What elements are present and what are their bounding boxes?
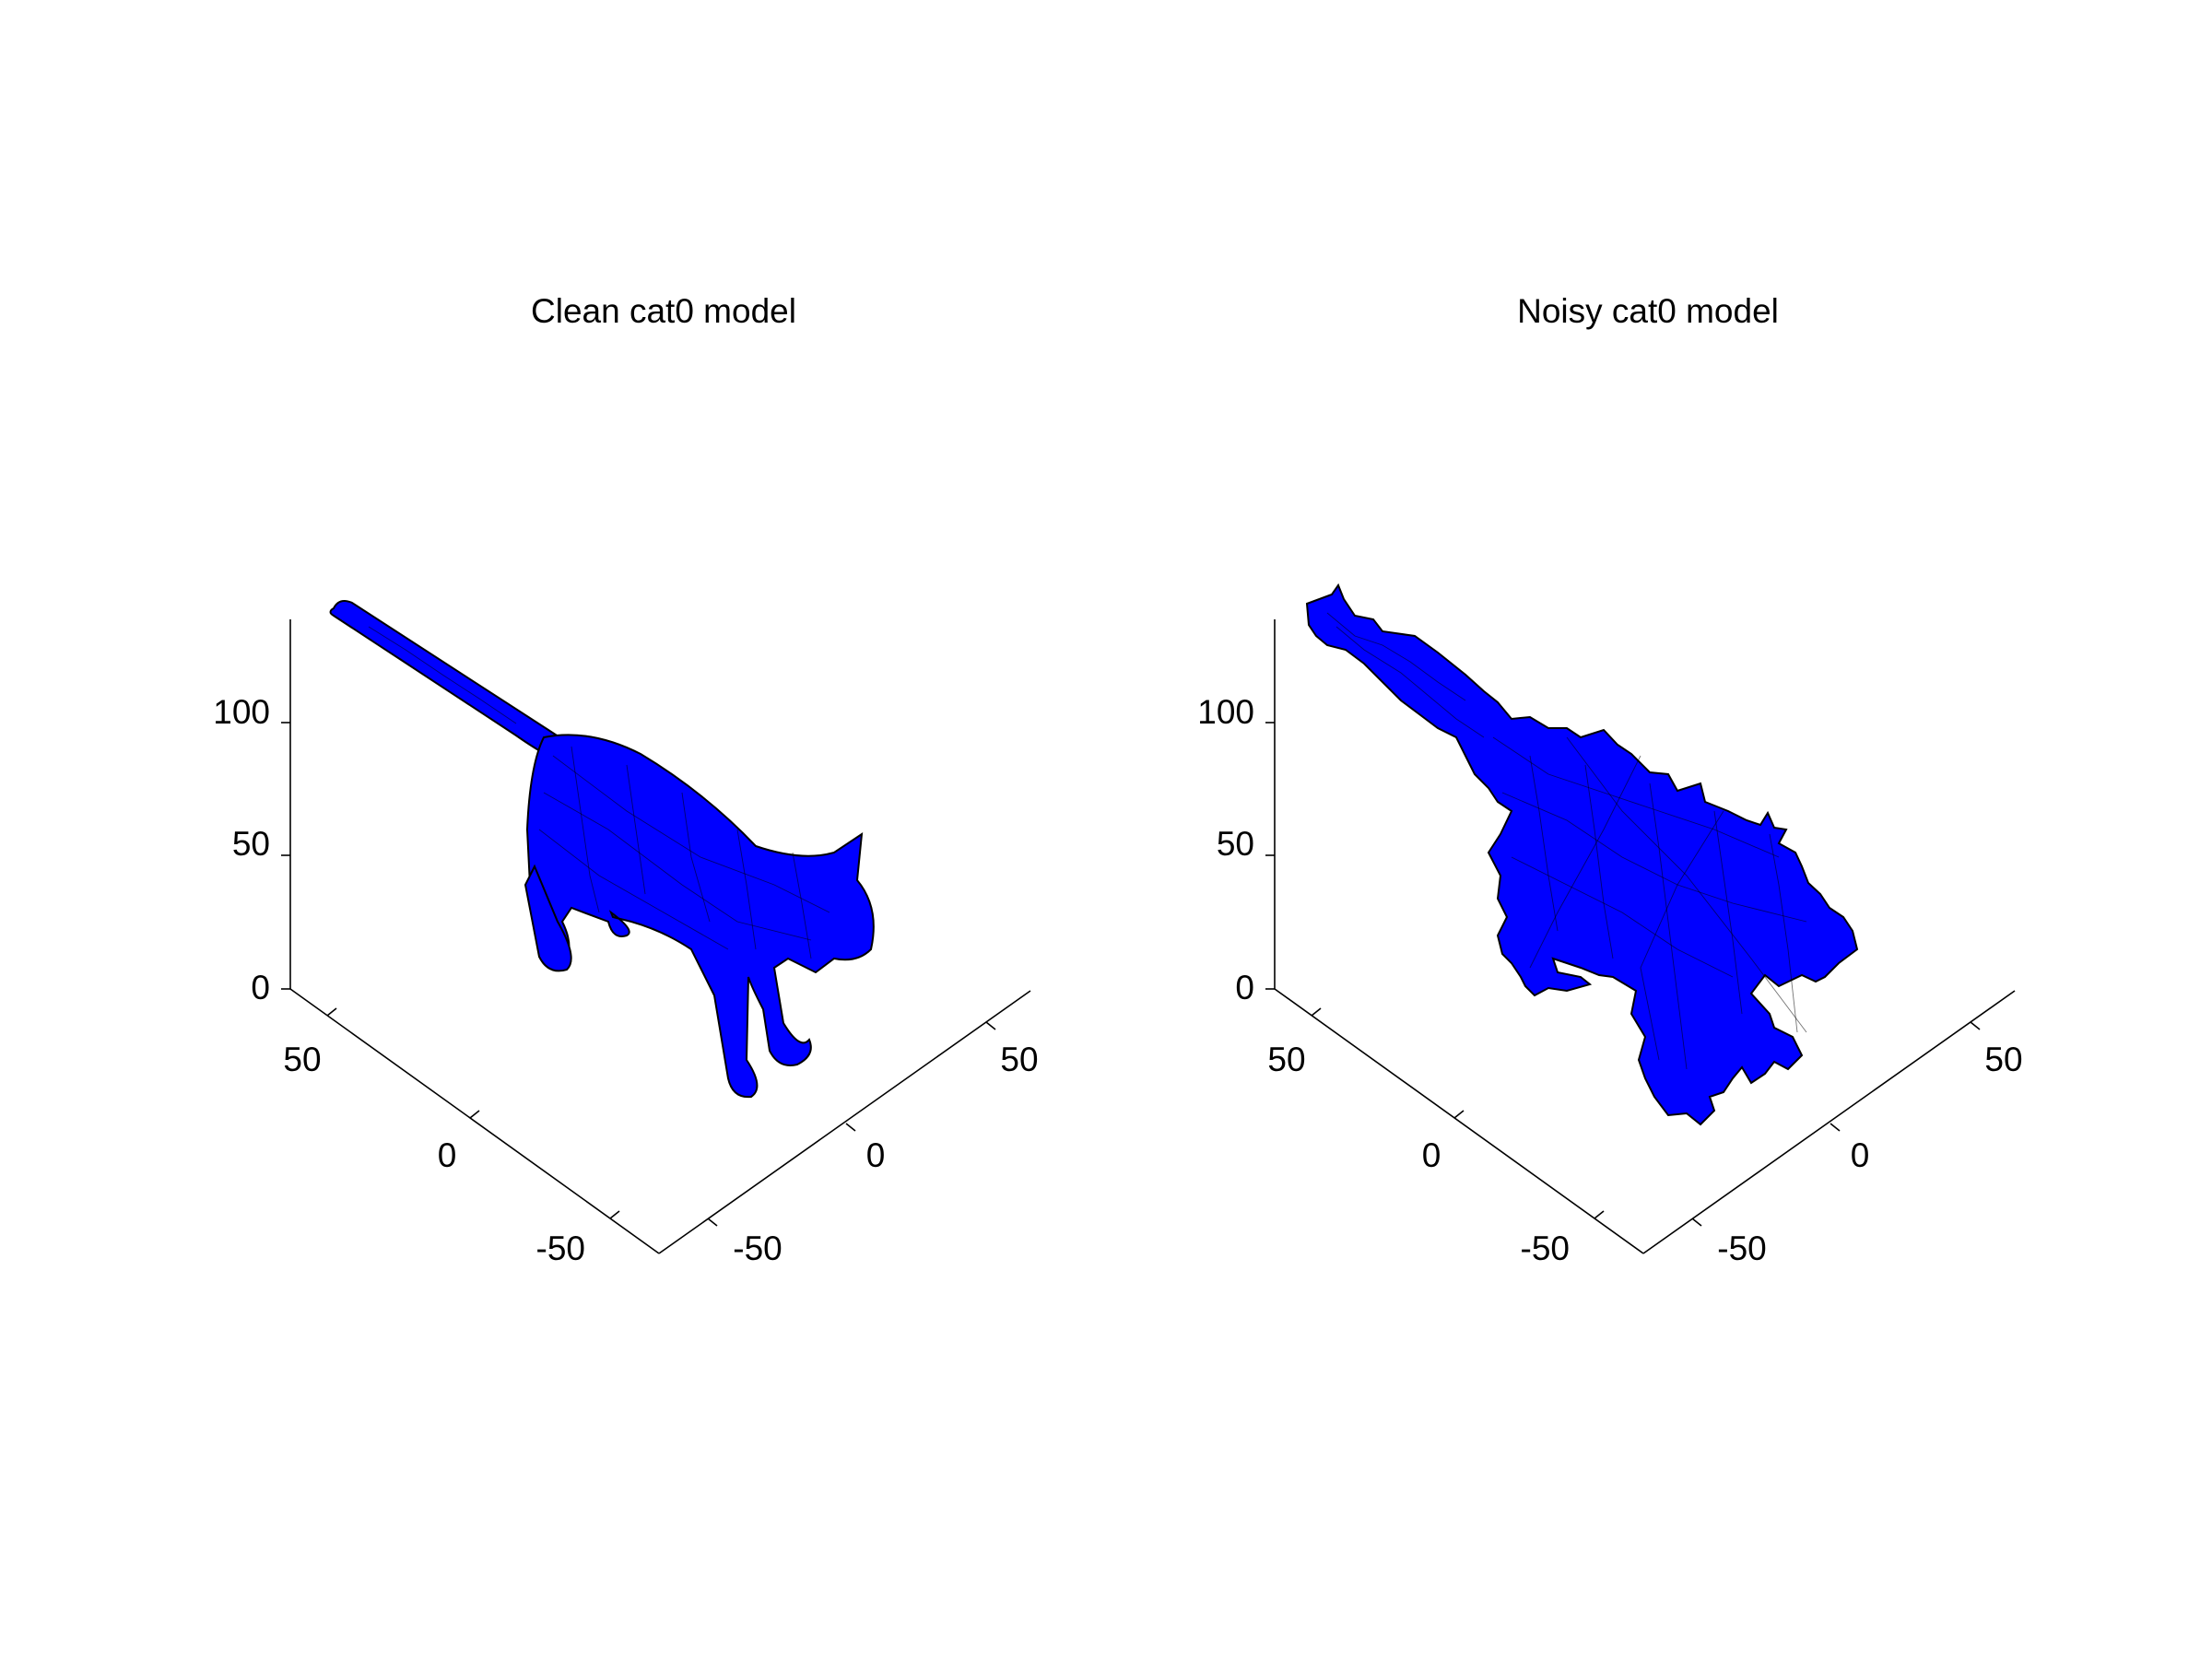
wire (1529, 755, 1641, 969)
x-tick (469, 1110, 480, 1119)
y-tick (985, 1021, 996, 1030)
x-tick (1311, 1007, 1322, 1017)
x-axis-line (289, 988, 660, 1254)
wire (1529, 755, 1559, 932)
wire (1584, 764, 1614, 959)
x-tick-label: 0 (1422, 1136, 1441, 1174)
x-axis-line (1274, 988, 1644, 1254)
x-tick-label: 50 (1267, 1041, 1305, 1078)
z-tick-label: 0 (251, 969, 270, 1006)
clean-tail (329, 600, 579, 758)
y-tick (1691, 1218, 1702, 1227)
wire (1566, 736, 1807, 1033)
z-ticks: 0 50 100 (1197, 693, 1275, 1006)
x-tick-label: 0 (438, 1136, 457, 1174)
wire (1713, 810, 1743, 1015)
wire (1326, 612, 1466, 701)
surface-noisy (1305, 582, 1859, 1126)
y-ticks: -50 0 50 (1691, 1021, 2023, 1267)
y-tick (845, 1123, 856, 1132)
wire (1649, 782, 1688, 1070)
z-tick-label: 0 (1235, 969, 1254, 1006)
x-tick-label: 50 (283, 1041, 321, 1078)
y-tick-label: 50 (1000, 1041, 1038, 1078)
x-tick-label: -50 (1521, 1230, 1570, 1267)
z-tick-label: 100 (213, 693, 270, 731)
x-ticks: -50 0 50 (283, 1007, 620, 1267)
panel-title: Clean cat0 model (531, 292, 796, 330)
y-axis-line (658, 990, 1031, 1254)
x-tick-label: -50 (536, 1230, 585, 1267)
y-tick-label: 50 (1984, 1041, 2022, 1078)
x-tick (1594, 1210, 1605, 1219)
y-tick-label: -50 (1717, 1230, 1766, 1267)
clean-front-leg (524, 864, 572, 972)
wire (1769, 833, 1798, 1033)
axes-box (1274, 619, 2016, 1254)
panel-clean: Clean cat0 model 0 50 100 -50 0 50 (213, 292, 1038, 1267)
y-tick-label: 0 (866, 1136, 886, 1174)
y-tick (1830, 1123, 1841, 1132)
wire (1335, 626, 1485, 738)
y-tick-label: -50 (733, 1230, 782, 1267)
panel-noisy: Noisy cat0 model 0 50 100 -50 0 50 (1197, 292, 2022, 1267)
y-ticks: -50 0 50 (707, 1021, 1039, 1267)
y-tick (1970, 1021, 1981, 1030)
z-tick-label: 50 (232, 825, 270, 863)
wire (368, 626, 517, 724)
x-tick (1453, 1110, 1465, 1119)
wire (1640, 810, 1724, 1061)
noisy-wireframe (1326, 612, 1807, 1070)
wire (571, 746, 600, 913)
wire (1501, 792, 1807, 923)
wire (363, 635, 512, 734)
x-tick (609, 1210, 620, 1219)
y-axis-line (1642, 990, 2016, 1254)
axes-box (289, 619, 1031, 1254)
wire (538, 829, 729, 950)
clean-wireframe (363, 626, 830, 959)
noisy-silhouette (1305, 582, 1859, 1126)
wire (736, 829, 757, 950)
panel-title: Noisy cat0 model (1517, 292, 1779, 330)
z-tick-label: 100 (1197, 693, 1254, 731)
wire (626, 764, 646, 895)
wire (1492, 736, 1780, 858)
z-tick-label: 50 (1217, 825, 1254, 863)
wire (543, 792, 812, 941)
z-ticks: 0 50 100 (213, 693, 290, 1006)
x-tick (326, 1007, 337, 1017)
wire (792, 852, 812, 959)
y-tick-label: 0 (1851, 1136, 1870, 1174)
y-tick (707, 1218, 718, 1227)
wire (681, 792, 711, 923)
x-ticks: -50 0 50 (1267, 1007, 1605, 1267)
wire (552, 755, 830, 913)
clean-body (525, 734, 875, 1099)
surface-clean (329, 600, 875, 1099)
